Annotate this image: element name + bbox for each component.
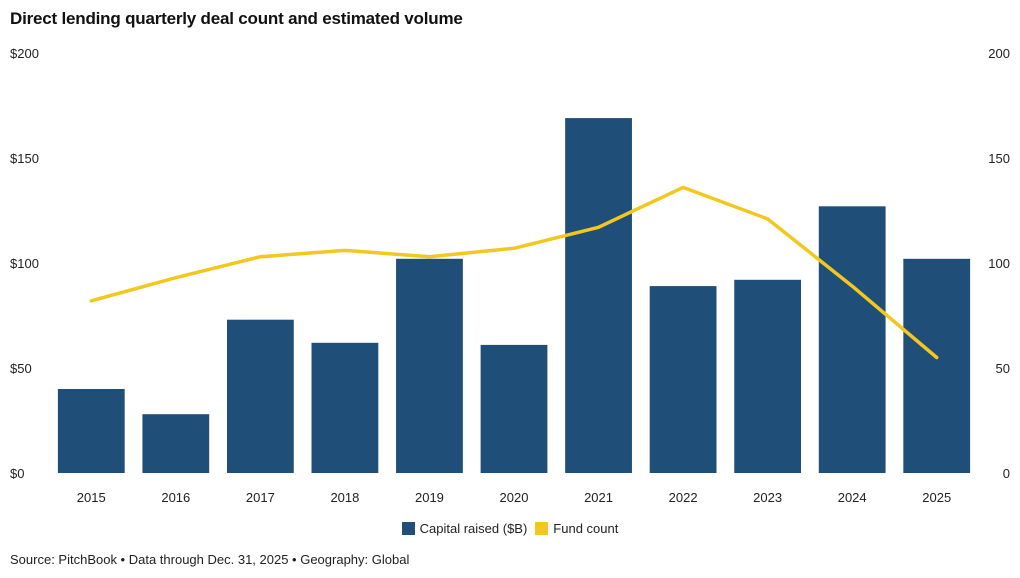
chart-legend: Capital raised ($B) Fund count — [0, 521, 1020, 536]
legend-swatch-bar — [401, 522, 415, 535]
bar-capital-raised — [142, 414, 210, 473]
bar-capital-raised — [226, 319, 294, 473]
bar-capital-raised — [311, 342, 379, 473]
y-right-tick-label: 0 — [1003, 466, 1010, 481]
y-left-tick-label: $50 — [10, 361, 32, 376]
x-tick-label: 2020 — [500, 490, 529, 505]
y-right-tick-label: 50 — [996, 361, 1010, 376]
legend-item-capital-raised: Capital raised ($B) — [401, 521, 528, 536]
x-tick-label: 2017 — [246, 490, 275, 505]
bar-capital-raised — [57, 389, 125, 473]
y-right-tick-label: 100 — [988, 256, 1010, 271]
x-tick-label: 2019 — [415, 490, 444, 505]
x-tick-label: 2024 — [838, 490, 867, 505]
x-tick-label: 2023 — [753, 490, 782, 505]
y-right-tick-label: 200 — [988, 46, 1010, 61]
x-tick-label: 2021 — [584, 490, 613, 505]
legend-item-fund-count: Fund count — [535, 521, 618, 536]
chart-title: Direct lending quarterly deal count and … — [10, 9, 463, 28]
legend-swatch-line — [535, 522, 549, 535]
x-tick-label: 2015 — [77, 490, 106, 505]
legend-label-capital-raised: Capital raised ($B) — [419, 521, 528, 536]
y-left-tick-label: $200 — [10, 46, 39, 61]
x-tick-label: 2025 — [922, 490, 951, 505]
bar-capital-raised — [818, 206, 886, 474]
x-tick-label: 2022 — [669, 490, 698, 505]
chart-canvas: $0 $50 $100 $150 $200 0 50 100 150 200 2015 2016 201… — [10, 46, 1010, 505]
legend-label-fund-count: Fund count — [553, 521, 619, 536]
source-note: Source: PitchBook • Data through Dec. 31… — [10, 552, 410, 567]
x-tick-label: 2016 — [161, 490, 190, 505]
y-right-tick-label: 150 — [988, 151, 1010, 166]
line-fund-count — [89, 185, 939, 360]
bar-capital-raised — [565, 118, 632, 473]
x-tick-label: 2018 — [330, 490, 359, 505]
bar-capital-raised — [734, 279, 802, 473]
y-left-tick-label: $150 — [10, 151, 39, 166]
y-left-tick-label: $0 — [10, 466, 24, 481]
y-left-tick-label: $100 — [10, 256, 39, 271]
bar-capital-raised — [396, 258, 463, 473]
bar-capital-raised — [649, 286, 717, 473]
bar-capital-raised — [480, 344, 548, 473]
bar-capital-raised — [903, 258, 971, 473]
